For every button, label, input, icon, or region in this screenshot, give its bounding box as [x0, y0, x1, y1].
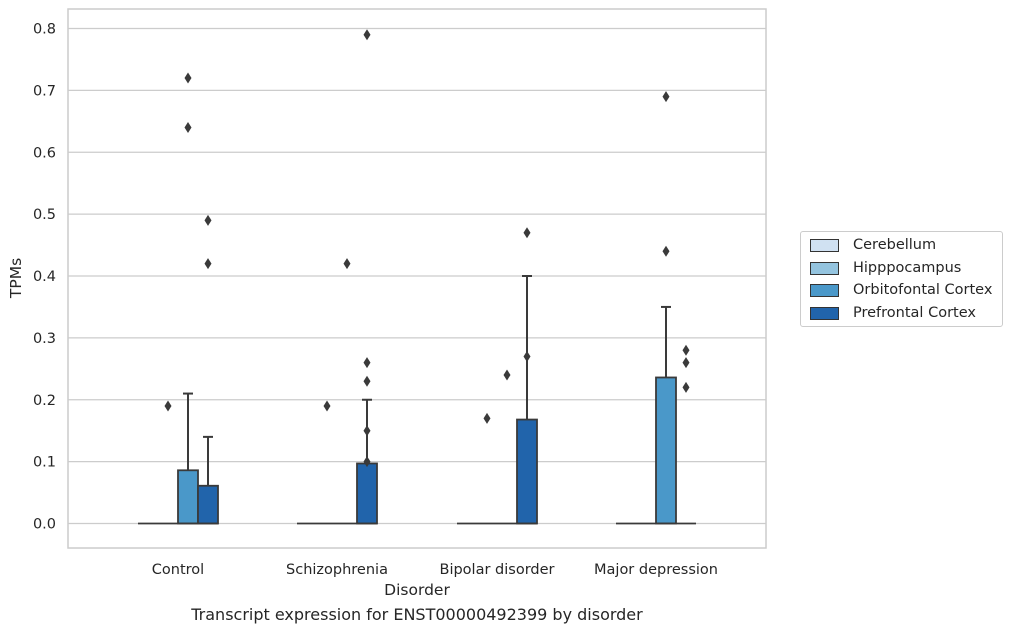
box-2-3 [655, 91, 677, 525]
legend-item-hippocampus: Hipppocampus [810, 259, 961, 277]
legend-label-prefrontal: Prefrontal Cortex [853, 305, 976, 321]
legend: Cerebellum Hipppocampus Orbitofontal Cor… [800, 231, 1003, 327]
outlier-point [363, 425, 371, 437]
y-axis-label: TPMs [7, 258, 25, 299]
legend-label-hippocampus: Hipppocampus [853, 260, 962, 276]
legend-item-prefrontal: Prefrontal Cortex [810, 304, 976, 322]
legend-swatch-cerebellum [810, 238, 839, 252]
outlier-point [204, 258, 212, 270]
box [356, 462, 378, 525]
box-2-1 [337, 258, 357, 525]
y-tick-label: 0.2 [33, 393, 56, 409]
outlier-point [662, 91, 670, 103]
legend-swatch-orbitofrontal [810, 283, 839, 297]
box-3-0 [197, 214, 219, 525]
outlier-point [682, 344, 690, 356]
box [197, 484, 219, 525]
legend-label-orbitofrontal: Orbitofontal Cortex [853, 282, 993, 298]
outlier-point [682, 357, 690, 369]
legend-swatch-hippocampus [810, 261, 839, 275]
legend-item-cerebellum: Cerebellum [810, 236, 936, 254]
outlier-point [523, 227, 531, 239]
legend-label-cerebellum: Cerebellum [853, 237, 937, 253]
y-axis-ticks: 0.0 0.1 0.2 0.3 0.4 0.5 0.6 0.7 0.8 [33, 22, 56, 533]
outlier-point [204, 214, 212, 226]
outlier-point [363, 29, 371, 41]
box-2-0 [177, 72, 199, 525]
grid-lines [68, 27, 766, 525]
box-3-3 [676, 344, 696, 525]
y-tick-label: 0.7 [33, 83, 56, 99]
box-1-1 [317, 400, 337, 525]
outlier-point [363, 456, 371, 468]
box-3-2 [516, 227, 538, 525]
x-tick-label: Major depression [594, 562, 718, 578]
y-tick-label: 0.0 [33, 517, 56, 533]
box [516, 418, 538, 525]
x-tick-label: Schizophrenia [286, 562, 388, 578]
outlier-point [523, 350, 531, 362]
outlier-point [363, 375, 371, 387]
outlier-point [164, 400, 172, 412]
outlier-point [184, 72, 192, 84]
outlier-point [503, 369, 511, 381]
outlier-point [184, 122, 192, 133]
box-3-1 [356, 29, 378, 525]
x-tick-label: Control [152, 562, 204, 578]
outlier-point [682, 381, 690, 393]
box-1-0 [158, 400, 178, 525]
box-2-2 [497, 369, 517, 525]
y-tick-label: 0.6 [33, 145, 56, 161]
x-axis-ticks: Control Schizophrenia Bipolar disorder Majo… [152, 562, 718, 578]
legend-swatch-prefrontal [810, 306, 839, 320]
figure-caption: Transcript expression for ENST0000049239… [191, 605, 643, 624]
y-tick-label: 0.3 [33, 331, 56, 347]
y-tick-label: 0.1 [33, 455, 56, 471]
box [655, 376, 677, 525]
outlier-point [483, 412, 491, 424]
outlier-point [662, 245, 670, 257]
box-1-2 [477, 412, 497, 525]
y-tick-label: 0.5 [33, 207, 56, 223]
y-tick-label: 0.4 [33, 269, 56, 285]
outlier-point [363, 357, 371, 369]
legend-item-orbitofrontal: Orbitofontal Cortex [810, 281, 992, 299]
x-tick-label: Bipolar disorder [440, 562, 555, 578]
x-axis-label: Disorder [384, 581, 450, 599]
box [177, 469, 199, 525]
plot-frame [67, 8, 767, 549]
outlier-point [323, 400, 331, 412]
chart-marks [138, 29, 696, 525]
y-tick-label: 0.8 [33, 22, 56, 38]
outlier-point [343, 258, 351, 270]
